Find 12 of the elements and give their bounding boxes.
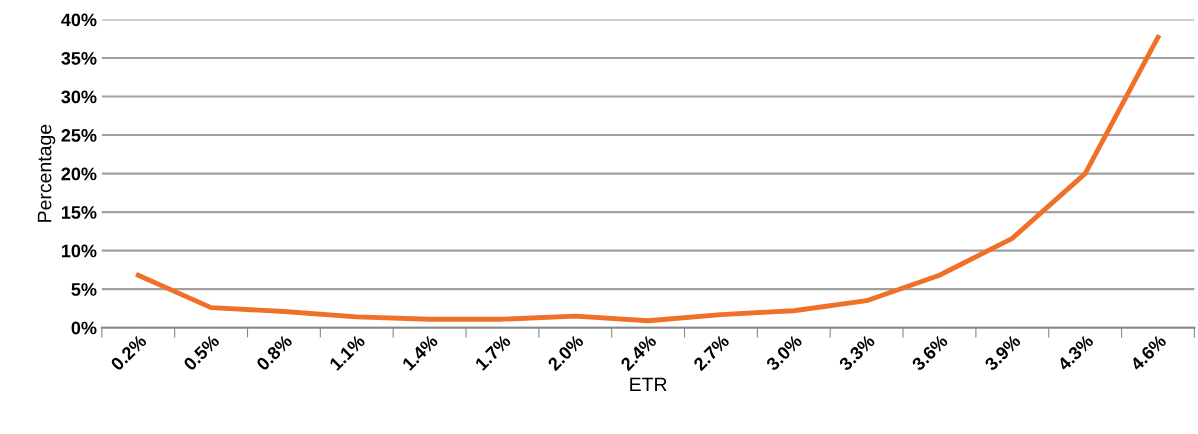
y-tick-label: 25% [61,129,97,142]
y-tick-label: 10% [61,244,97,258]
y-tick-label: 15% [61,206,97,219]
y-tick-label: 35% [61,51,97,65]
y-tick-label: 20% [61,167,97,181]
y-tick-label: 30% [61,90,97,104]
y-tick-label: 40% [61,13,97,27]
x-axis-title: ETR [630,377,667,392]
y-axis-title: Percentage [37,124,56,222]
y-tick-label: 5% [71,283,97,296]
line-series [135,34,1161,324]
y-tick-label: 0% [71,321,97,335]
